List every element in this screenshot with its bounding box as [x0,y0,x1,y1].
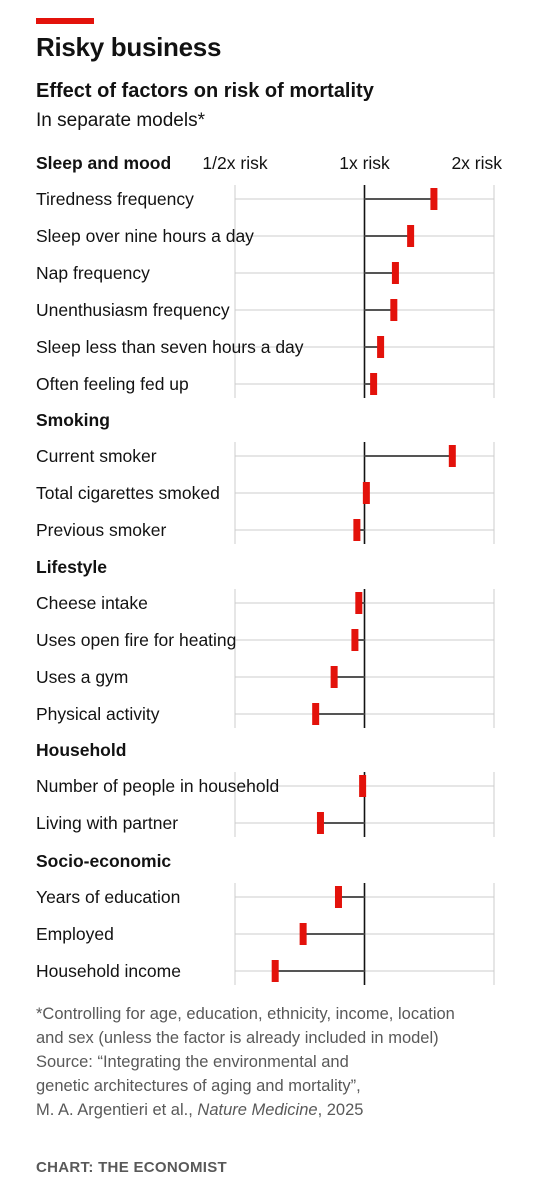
factor-label: Uses a gym [36,667,128,687]
x-tick-label: 2x risk [451,153,502,173]
effect-marker [312,703,320,725]
chart-description: In separate models* [36,110,205,131]
effect-marker [351,629,359,651]
chart-subtitle: Effect of factors on risk of mortality [36,80,374,102]
chart-credit: CHART: THE ECONOMIST [36,1159,227,1176]
chart-title: Risky business [36,32,222,62]
factor-label: Unenthusiasm frequency [36,300,230,320]
effect-marker [316,812,324,834]
effect-marker [355,592,363,614]
effect-marker [390,299,398,321]
effect-marker [362,482,370,504]
effect-marker [299,923,307,945]
effect-marker [334,886,342,908]
effect-marker [448,445,456,467]
factor-label: Cheese intake [36,593,148,613]
factor-label: Nap frequency [36,263,150,283]
effect-marker [271,960,279,982]
factor-label: Employed [36,924,114,944]
source-line: genetic architectures of aging and morta… [36,1077,361,1095]
source-year: , 2025 [317,1101,364,1119]
factor-label: Uses open fire for heating [36,630,236,650]
effect-marker [359,775,367,797]
footnote: *Controlling for age, education, ethnici… [36,1002,516,1122]
accent-bar [36,18,94,24]
factor-label: Total cigarettes smoked [36,483,220,503]
source-authors: M. A. Argentieri et al., [36,1101,198,1119]
x-tick-label: 1x risk [339,153,390,173]
effect-marker [407,225,415,247]
factor-label: Years of education [36,887,180,907]
source-line: M. A. Argentieri et al., Nature Medicine… [36,1098,516,1122]
factor-label: Current smoker [36,446,157,466]
group-label: Sleep and mood [36,153,171,173]
source-line: Source: “Integrating the environmental a… [36,1053,349,1071]
effect-marker [330,666,338,688]
factor-label: Often feeling fed up [36,374,189,394]
effect-marker [370,373,378,395]
factor-label: Number of people in household [36,776,279,796]
factor-label: Household income [36,961,181,981]
footnote-line: and sex (unless the factor is already in… [36,1029,439,1047]
effect-marker [391,262,399,284]
group-label: Socio-economic [36,851,171,871]
factor-label: Physical activity [36,704,160,724]
factor-label: Tiredness frequency [36,189,194,209]
group-label: Smoking [36,410,110,430]
factor-label: Living with partner [36,813,178,833]
effect-marker [430,188,438,210]
factor-label: Previous smoker [36,520,166,540]
factor-label: Sleep less than seven hours a day [36,337,304,357]
source-journal: Nature Medicine [197,1101,318,1119]
x-tick-label: 1/2x risk [202,153,267,173]
group-label: Lifestyle [36,557,107,577]
footnote-line: *Controlling for age, education, ethnici… [36,1005,455,1023]
effect-marker [353,519,361,541]
group-label: Household [36,740,126,760]
effect-marker [377,336,385,358]
factor-label: Sleep over nine hours a day [36,226,254,246]
